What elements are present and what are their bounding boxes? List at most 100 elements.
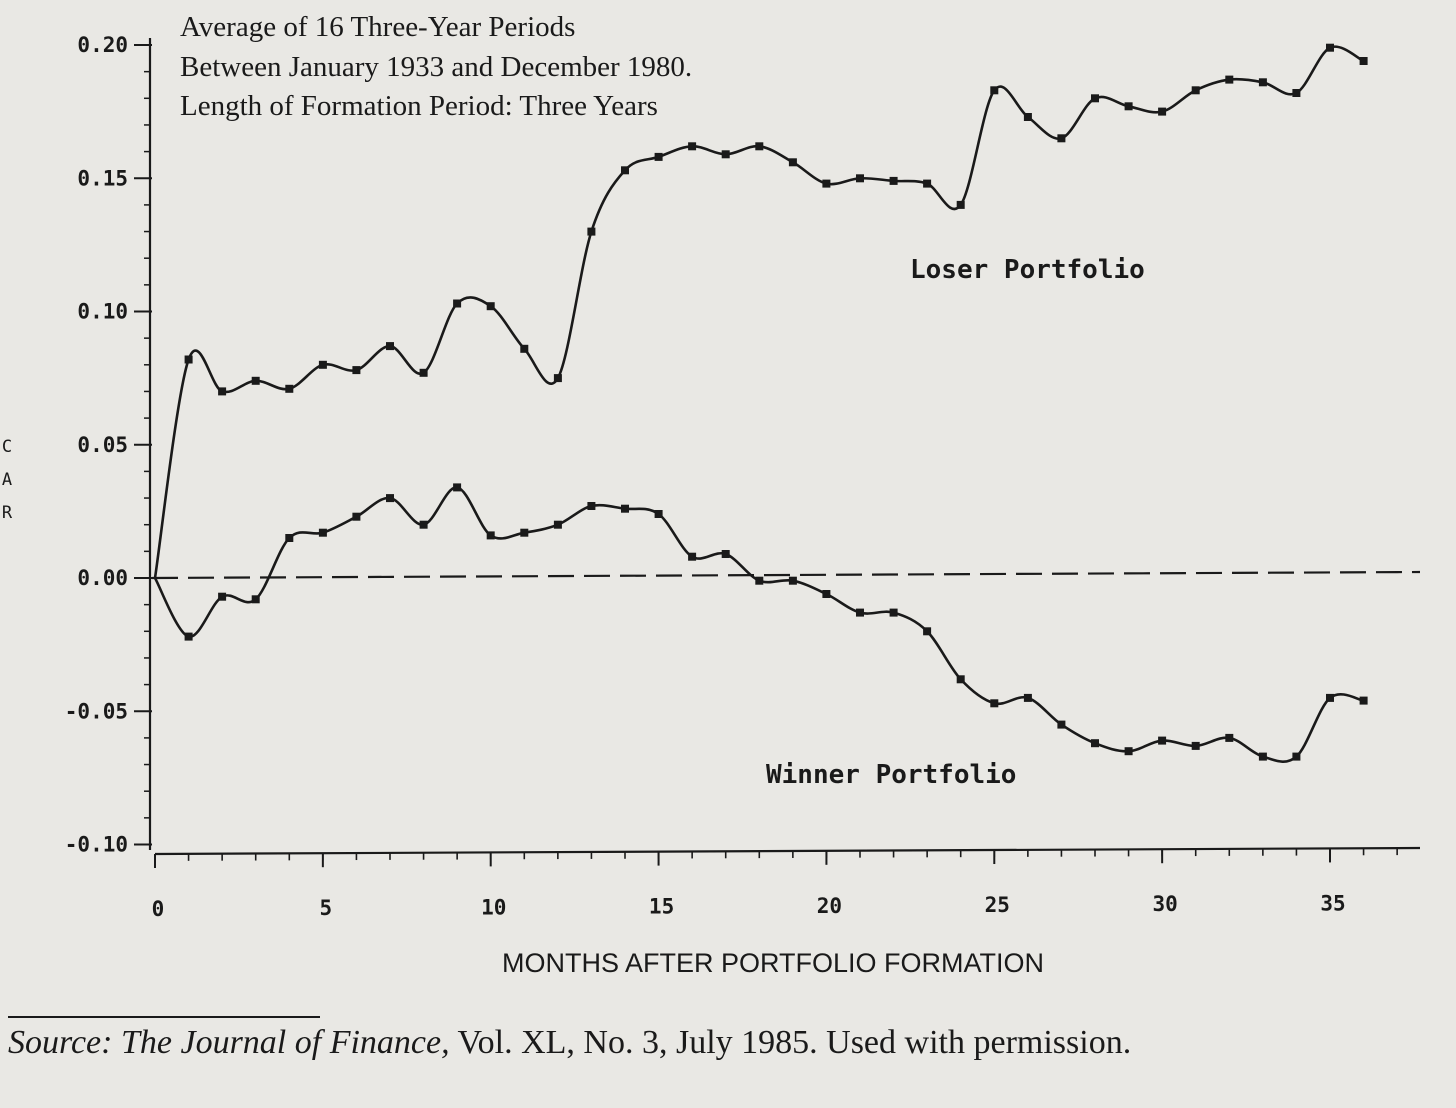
loser-portfolio-point xyxy=(654,152,663,161)
x-tick-label: 25 xyxy=(985,893,1010,917)
winner-portfolio-point xyxy=(621,504,629,513)
y-axis-label-letter: R xyxy=(2,503,13,523)
x-tick-label: 15 xyxy=(649,895,674,919)
winner-portfolio-point xyxy=(1191,741,1200,750)
loser-portfolio-point xyxy=(1258,78,1267,87)
y-axis-label-letter: A xyxy=(2,470,12,490)
chart-title-line-3: Length of Formation Period: Three Years xyxy=(180,90,658,122)
chart-axes: 0.20 0.15 0.10 0.05 0.00 -0.05 -0.10 0 5 10 15 20 25… xyxy=(65,33,1421,921)
winner-portfolio-point xyxy=(218,592,227,601)
x-tick-label: 20 xyxy=(817,894,842,918)
winner-portfolio-point xyxy=(486,531,495,540)
winner-portfolio-point xyxy=(453,483,462,492)
loser-portfolio-point xyxy=(1191,86,1200,95)
loser-portfolio-point xyxy=(1057,134,1066,143)
loser-portfolio-label: Loser Portfolio xyxy=(910,255,1145,285)
winner-portfolio-point xyxy=(654,510,663,518)
loser-portfolio-point xyxy=(822,179,831,188)
zero-reference-line xyxy=(151,570,1421,580)
loser-portfolio-point xyxy=(956,200,965,209)
winner-portfolio-point xyxy=(1023,693,1032,702)
winner-portfolio-point xyxy=(1326,693,1334,702)
winner-portfolio-point xyxy=(1057,720,1066,729)
winner-portfolio-point xyxy=(688,552,697,561)
winner-portfolio-point xyxy=(251,595,260,604)
x-tick-label: 30 xyxy=(1152,892,1177,916)
chart-title-line-2: Between January 1933 and December 1980. xyxy=(180,51,692,83)
loser-portfolio-point xyxy=(1091,94,1099,103)
winner-portfolio-point xyxy=(419,520,428,529)
y-axis-label-letter: C xyxy=(2,437,12,457)
loser-portfolio-point xyxy=(386,342,394,351)
loser-portfolio-point xyxy=(1326,43,1334,52)
loser-portfolio-point xyxy=(352,366,361,375)
winner-portfolio-point xyxy=(990,699,999,708)
winner-portfolio-point xyxy=(1292,752,1301,761)
loser-portfolio-point xyxy=(453,299,462,308)
x-tick-label: 35 xyxy=(1320,891,1345,915)
loser-portfolio-point xyxy=(1158,107,1167,116)
loser-portfolio-point xyxy=(218,387,227,396)
loser-portfolio-point xyxy=(788,158,797,167)
loser-portfolio-point xyxy=(1359,57,1368,65)
y-axis-label: CAR xyxy=(2,437,13,523)
winner-portfolio-point xyxy=(184,632,193,641)
winner-portfolio-point xyxy=(553,520,562,529)
winner-portfolio-point xyxy=(1091,739,1099,748)
y-tick-label: 0.05 xyxy=(77,433,128,457)
loser-portfolio-point xyxy=(990,86,999,95)
x-tick-label: 10 xyxy=(481,895,506,919)
loser-portfolio-point xyxy=(318,360,327,369)
winner-portfolio-point xyxy=(386,494,394,503)
x-tick-label: 5 xyxy=(320,896,333,920)
winner-portfolio-point xyxy=(1124,747,1133,756)
loser-portfolio-point xyxy=(251,376,260,385)
chart-title-line-1: Average of 16 Three-Year Periods xyxy=(180,11,575,43)
y-tick-label: -0.05 xyxy=(65,699,128,723)
loser-portfolio-point xyxy=(755,142,764,151)
winner-portfolio-point xyxy=(285,534,294,542)
loser-portfolio-point xyxy=(688,142,697,151)
loser-portfolio-point xyxy=(889,176,898,185)
winner-portfolio-point xyxy=(352,512,361,521)
loser-portfolio-point xyxy=(856,174,864,183)
loser-portfolio-point xyxy=(587,227,596,236)
cumulative-abnormal-return-chart: Average of 16 Three-Year Periods Between… xyxy=(2,11,1421,978)
loser-portfolio-point xyxy=(486,302,495,311)
x-axis-line xyxy=(154,846,1421,856)
loser-portfolio-point xyxy=(721,150,730,159)
loser-portfolio-line xyxy=(153,45,1365,579)
y-tick-label: -0.10 xyxy=(65,833,128,857)
loser-portfolio-point xyxy=(520,344,529,353)
loser-portfolio-point xyxy=(285,384,294,393)
loser-portfolio-point xyxy=(419,368,428,377)
source-footnote-citation: Source: The Journal of Finance, xyxy=(8,1024,450,1061)
winner-portfolio-point xyxy=(318,528,327,537)
y-tick-label: 0.00 xyxy=(77,566,128,590)
winner-portfolio-label: Winner Portfolio xyxy=(766,760,1016,790)
x-tick-label: 0 xyxy=(152,897,165,921)
winner-portfolio-point xyxy=(755,576,764,585)
loser-portfolio-point xyxy=(553,374,562,383)
chart-title: Average of 16 Three-Year Periods Between… xyxy=(180,11,692,122)
source-footnote-text: Vol. XL, No. 3, July 1985. Used with per… xyxy=(449,1024,1132,1061)
x-axis-label: MONTHS AFTER PORTFOLIO FORMATION xyxy=(502,948,1044,978)
loser-portfolio-point xyxy=(1292,89,1301,97)
loser-portfolio-point xyxy=(923,179,932,188)
winner-portfolio-point xyxy=(889,608,898,617)
loser-portfolio-point xyxy=(621,166,629,175)
winner-portfolio-point xyxy=(822,590,831,598)
winner-portfolio-point xyxy=(587,502,596,510)
y-tick-label: 0.10 xyxy=(77,300,128,324)
winner-portfolio-point xyxy=(1359,696,1368,705)
winner-portfolio-point xyxy=(788,576,797,585)
winner-portfolio-point xyxy=(1258,752,1267,761)
loser-portfolio-point xyxy=(1023,113,1032,121)
winner-portfolio-point xyxy=(520,528,529,537)
winner-portfolio-point xyxy=(856,608,864,617)
source-footnote: Source: The Journal of Finance, Vol. XL,… xyxy=(8,1024,1131,1062)
y-tick-label: 0.15 xyxy=(77,166,128,190)
loser-portfolio-point xyxy=(1225,75,1234,84)
winner-portfolio-point xyxy=(956,675,965,684)
footnote-rule xyxy=(8,1016,320,1018)
